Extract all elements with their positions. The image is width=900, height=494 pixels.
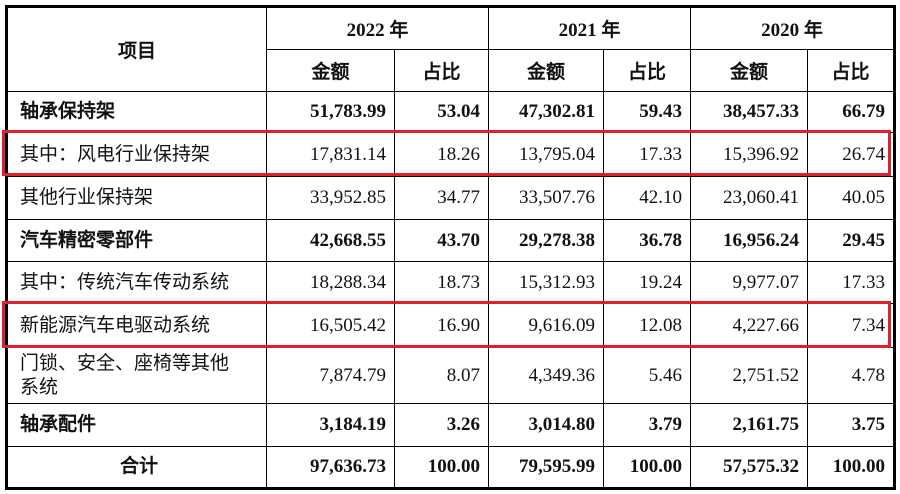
amount-cell: 3,184.19 [266,403,395,447]
share-cell: 34.77 [394,176,489,220]
amount-cell: 38,457.33 [690,91,808,133]
share-cell: 40.05 [807,176,895,220]
share-cell: 18.26 [394,132,489,177]
share-cell: 5.46 [603,347,691,404]
row-label: 汽车精密零部件 [6,219,267,262]
amount-cell: 97,636.73 [266,446,395,489]
amount-cell: 13,795.04 [488,132,604,177]
amount-cell: 33,507.76 [488,176,604,220]
share-cell: 7.34 [807,303,895,348]
amount-cell: 29,278.38 [488,219,604,262]
amount-cell: 18,288.34 [266,261,395,304]
share-cell: 59.43 [603,91,691,133]
table-row: 轴承保持架 51,783.99 53.04 47,302.81 59.43 38,457.… [6,91,895,133]
row-label: 其中：传统汽车传动系统 [6,261,267,304]
header-year-2021: 2021 年 [488,6,691,50]
row-label: 轴承配件 [6,403,267,447]
amount-cell: 79,595.99 [488,446,604,489]
amount-cell: 2,751.52 [690,347,808,404]
row-label: 合计 [6,446,267,489]
header-share: 占比 [807,49,895,92]
share-cell: 16.90 [394,303,489,348]
header-share: 占比 [394,49,489,92]
share-cell: 17.33 [603,132,691,177]
amount-cell: 16,505.42 [266,303,395,348]
share-cell: 42.10 [603,176,691,220]
header-amount: 金额 [690,49,808,92]
amount-cell: 51,783.99 [266,91,395,133]
amount-cell: 15,396.92 [690,132,808,177]
share-cell: 100.00 [603,446,691,489]
header-amount: 金额 [488,49,604,92]
amount-cell: 17,831.14 [266,132,395,177]
amount-cell: 57,575.32 [690,446,808,489]
table-row: 合计 97,636.73 100.00 79,595.99 100.00 57,575.3… [6,446,895,489]
table-row: 新能源汽车电驱动系统 16,505.42 16.90 9,616.09 12.08 4,2… [6,303,895,348]
share-cell: 100.00 [807,446,895,489]
amount-cell: 42,668.55 [266,219,395,262]
table-row: 门锁、安全、座椅等其他系统 7,874.79 8.07 4,349.36 5.46 2,7… [6,347,895,404]
amount-cell: 23,060.41 [690,176,808,220]
amount-cell: 9,977.07 [690,261,808,304]
amount-cell: 4,349.36 [488,347,604,404]
header-share: 占比 [603,49,691,92]
share-cell: 12.08 [603,303,691,348]
header-item: 项目 [6,6,267,92]
revenue-table: 项目 2022 年 2021 年 2020 年 金额 占比 金额 占比 金额 占… [5,5,896,490]
table-row: 汽车精密零部件 42,668.55 43.70 29,278.38 36.78 16,95… [6,219,895,262]
amount-cell: 33,952.85 [266,176,395,220]
share-cell: 4.78 [807,347,895,404]
table-row: 轴承配件 3,184.19 3.26 3,014.80 3.79 2,161.75 3.75 [6,403,895,447]
amount-cell: 47,302.81 [488,91,604,133]
row-label: 其中：风电行业保持架 [6,132,267,177]
amount-cell: 7,874.79 [266,347,395,404]
share-cell: 3.75 [807,403,895,447]
share-cell: 53.04 [394,91,489,133]
amount-cell: 9,616.09 [488,303,604,348]
header-year-2022: 2022 年 [266,6,489,50]
header-year-2020: 2020 年 [690,6,895,50]
amount-cell: 4,227.66 [690,303,808,348]
amount-cell: 16,956.24 [690,219,808,262]
share-cell: 100.00 [394,446,489,489]
table-row: 其中：传统汽车传动系统 18,288.34 18.73 15,312.93 19.24 9… [6,261,895,304]
share-cell: 26.74 [807,132,895,177]
amount-cell: 2,161.75 [690,403,808,447]
table-row: 其中：风电行业保持架 17,831.14 18.26 13,795.04 17.33 15… [6,132,895,177]
share-cell: 29.45 [807,219,895,262]
share-cell: 18.73 [394,261,489,304]
share-cell: 8.07 [394,347,489,404]
row-label: 其他行业保持架 [6,176,267,220]
amount-cell: 15,312.93 [488,261,604,304]
row-label: 门锁、安全、座椅等其他系统 [6,347,267,404]
header-amount: 金额 [266,49,395,92]
row-label: 新能源汽车电驱动系统 [6,303,267,348]
share-cell: 3.26 [394,403,489,447]
share-cell: 43.70 [394,219,489,262]
row-label: 轴承保持架 [6,91,267,133]
share-cell: 36.78 [603,219,691,262]
share-cell: 3.79 [603,403,691,447]
share-cell: 66.79 [807,91,895,133]
table-row: 其他行业保持架 33,952.85 34.77 33,507.76 42.10 23,06… [6,176,895,220]
amount-cell: 3,014.80 [488,403,604,447]
share-cell: 17.33 [807,261,895,304]
share-cell: 19.24 [603,261,691,304]
